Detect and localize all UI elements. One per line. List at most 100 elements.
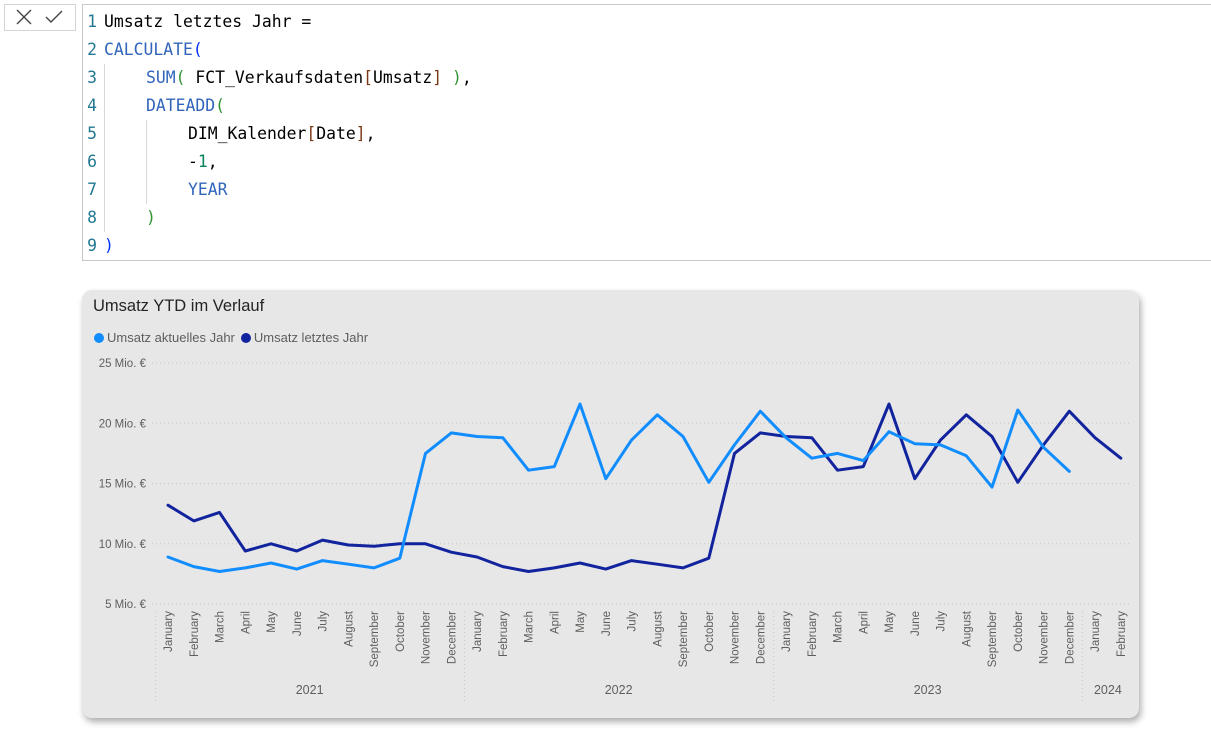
code-token: Umsatz letztes Jahr = bbox=[104, 12, 312, 31]
x-tick-label: February bbox=[189, 611, 201, 657]
legend-item-previous[interactable]: Umsatz letztes Jahr bbox=[240, 330, 368, 345]
code-line: 3 SUM( FCT_Verkaufsdaten[Umsatz] ), bbox=[83, 64, 1211, 92]
code-line: 2 CALCULATE( bbox=[83, 36, 1211, 64]
y-tick-label: 15 Mio. € bbox=[99, 479, 147, 491]
legend-item-current[interactable]: Umsatz aktuelles Jahr bbox=[94, 330, 235, 345]
chart-plot: 5 Mio. € 10 Mio. € 15 Mio. € 20 Mio. € 25 Mi… bbox=[99, 358, 1130, 702]
code-token bbox=[442, 68, 452, 87]
x-tick-label: January bbox=[163, 611, 175, 652]
code-token: YEAR bbox=[188, 180, 228, 199]
x-tick-label: November bbox=[421, 611, 433, 664]
x-tick-label: September bbox=[678, 611, 690, 667]
line-number: 8 bbox=[87, 208, 97, 227]
indent-guide bbox=[104, 120, 105, 148]
line-number: 4 bbox=[87, 96, 97, 115]
code-text: DIM_Kalender[Date], bbox=[188, 120, 376, 148]
code-line: 1 Umsatz letztes Jahr = bbox=[83, 8, 1211, 36]
legend-dot-icon bbox=[94, 332, 104, 343]
chart-title: Umsatz YTD im Verlauf bbox=[93, 297, 265, 315]
x-tick-label: May bbox=[884, 611, 896, 633]
x-tick-label: September bbox=[987, 611, 999, 667]
x-tick-label: November bbox=[1039, 611, 1051, 664]
y-tick-label: 5 Mio. € bbox=[105, 599, 147, 611]
line-number: 6 bbox=[87, 152, 97, 171]
formula-bar-buttons bbox=[4, 4, 76, 31]
line-number: 3 bbox=[87, 68, 97, 87]
code-token: FCT_Verkaufsdaten bbox=[185, 68, 364, 87]
code-token: Umsatz bbox=[372, 68, 433, 87]
x-tick-label: March bbox=[215, 611, 227, 643]
code-text: CALCULATE( bbox=[104, 36, 203, 64]
x-tick-label: February bbox=[498, 611, 510, 657]
x-tick-label: June bbox=[601, 611, 613, 636]
x-tick-label: August bbox=[961, 610, 973, 647]
code-token: ] bbox=[432, 68, 443, 87]
line-number: 2 bbox=[87, 40, 97, 59]
code-line: 7 YEAR bbox=[83, 176, 1211, 204]
code-token: ] bbox=[355, 124, 366, 143]
year-label: 2023 bbox=[914, 683, 942, 697]
chart-legend: Umsatz aktuelles Jahr Umsatz letztes Jah… bbox=[94, 330, 374, 345]
indent-guide bbox=[104, 176, 105, 204]
checkmark-icon bbox=[45, 10, 63, 23]
x-tick-label: August bbox=[652, 610, 664, 647]
code-token: 1 bbox=[197, 152, 208, 171]
series-line-previous-year[interactable] bbox=[166, 402, 1123, 573]
x-tick-label: April bbox=[858, 611, 870, 634]
x-tick-label: July bbox=[936, 611, 948, 632]
x-tick-label: January bbox=[472, 611, 484, 652]
x-tick-label: August bbox=[343, 610, 355, 647]
code-token: SUM bbox=[146, 68, 176, 87]
x-tick-label: September bbox=[369, 611, 381, 667]
x-tick-label: October bbox=[704, 611, 716, 652]
indent-guide bbox=[104, 204, 105, 232]
x-tick-label: February bbox=[1116, 611, 1128, 657]
indent-guide bbox=[146, 176, 147, 204]
code-token: DATEADD bbox=[146, 96, 216, 115]
cancel-button[interactable] bbox=[11, 7, 37, 29]
line-number: 7 bbox=[87, 180, 97, 199]
code-token: ) bbox=[451, 68, 462, 87]
code-line: 5 DIM_Kalender[Date], bbox=[83, 120, 1211, 148]
code-line: 4 DATEADD( bbox=[83, 92, 1211, 120]
code-token: ) bbox=[104, 236, 114, 255]
code-token: Date bbox=[316, 124, 356, 143]
x-tick-label: March bbox=[833, 611, 845, 643]
indent-guide bbox=[146, 148, 147, 176]
x-tick-label: April bbox=[240, 611, 252, 634]
year-label: 2022 bbox=[605, 683, 633, 697]
dax-formula-editor[interactable]: 1 Umsatz letztes Jahr = 2 CALCULATE( 3 SUM ( F… bbox=[82, 4, 1211, 261]
code-text: ) bbox=[146, 204, 156, 232]
year-label: 2021 bbox=[296, 683, 324, 697]
year-label: 2024 bbox=[1094, 683, 1122, 697]
code-token: , bbox=[365, 124, 376, 143]
code-line: 6 -1, bbox=[83, 148, 1211, 176]
code-text: DATEADD( bbox=[146, 92, 225, 120]
legend-label: Umsatz aktuelles Jahr bbox=[107, 330, 235, 345]
y-tick-label: 10 Mio. € bbox=[99, 539, 147, 551]
indent-guide bbox=[104, 148, 105, 176]
close-icon bbox=[16, 9, 32, 25]
commit-button[interactable] bbox=[41, 7, 67, 29]
x-tick-label: November bbox=[730, 611, 742, 664]
series-line-current-year[interactable] bbox=[166, 402, 1071, 573]
code-token: CALCULATE bbox=[104, 40, 193, 59]
line-chart-visual[interactable]: Umsatz YTD im Verlauf Umsatz aktuelles J… bbox=[82, 290, 1139, 718]
line-number: 1 bbox=[87, 12, 97, 31]
x-tick-label: March bbox=[524, 611, 536, 643]
x-tick-label: January bbox=[1090, 611, 1102, 652]
x-tick-label: January bbox=[781, 611, 793, 652]
line-number: 9 bbox=[87, 236, 97, 255]
code-text: ) bbox=[104, 232, 114, 260]
code-token: [ bbox=[306, 124, 317, 143]
x-tick-label: July bbox=[627, 611, 639, 632]
x-tick-label: June bbox=[292, 611, 304, 636]
code-line: 9) bbox=[83, 232, 1211, 260]
code-token: ( bbox=[215, 96, 225, 115]
x-tick-label: October bbox=[1013, 611, 1025, 652]
x-tick-label: April bbox=[549, 611, 561, 634]
x-tick-label: October bbox=[395, 611, 407, 652]
x-tick-label: June bbox=[910, 611, 922, 636]
x-tick-label: July bbox=[318, 611, 330, 632]
x-tick-label: May bbox=[266, 611, 278, 633]
